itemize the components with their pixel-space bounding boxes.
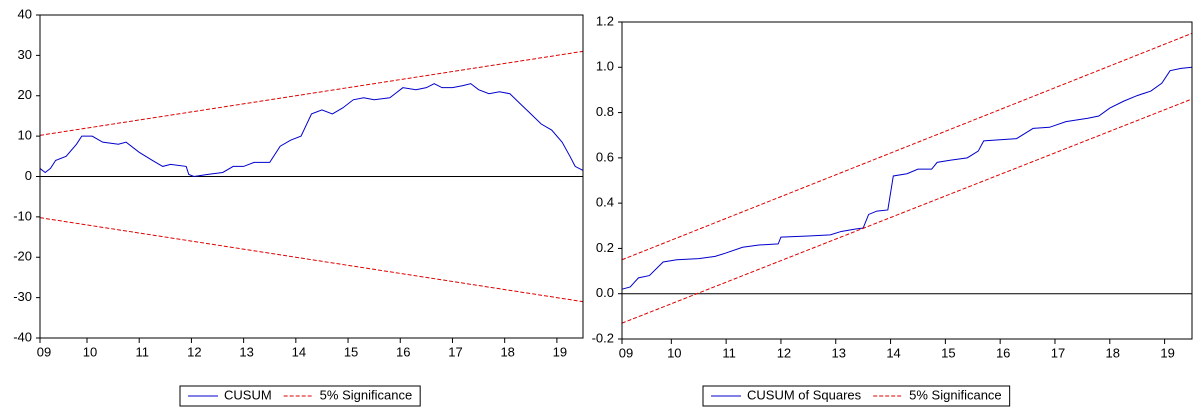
y-tick-label: 0.8 [596,104,614,119]
x-tick-label: 14 [292,344,306,359]
x-tick-label: 18 [500,344,514,359]
x-tick-label: 19 [1160,345,1174,360]
y-tick-label: 30 [18,47,32,62]
upper-band [621,32,1193,261]
x-tick-label: 15 [941,345,955,360]
x-tick-label: 11 [722,345,736,360]
y-tick-label: 20 [18,87,32,102]
x-tick-label: 13 [832,345,846,360]
y-tick-label: -30 [13,289,32,304]
x-tick-label: 11 [135,344,149,359]
y-tick-label: -0.2 [592,330,614,345]
x-tick-label: 16 [996,345,1010,360]
y-tick-label: 0.0 [596,285,614,300]
y-tick-label: 0 [25,168,32,183]
y-tick-label: 10 [18,128,32,143]
x-tick-label: 17 [1051,345,1065,360]
x-tick-label: 12 [777,345,791,360]
x-tick-label: 09 [37,344,51,359]
y-tick-label: 0.6 [596,149,614,164]
y-tick-label: -40 [13,329,32,344]
lower-band [39,217,584,303]
plot-frame [39,14,584,339]
legend-label: 5% Significance [909,387,1002,402]
x-tick-label: 12 [187,344,201,359]
x-tick-label: 13 [239,344,253,359]
x-tick-label: 10 [83,344,97,359]
y-tick-label: -10 [13,208,32,223]
series-line [39,83,584,178]
x-tick-label: 16 [396,344,410,359]
y-tick-label: 1.0 [596,59,614,74]
upper-band [39,50,584,136]
legend-box [702,385,1011,407]
y-tick-label: 40 [18,6,32,21]
x-tick-label: 18 [1106,345,1120,360]
legend-label: 5% Significance [320,387,413,402]
x-tick-label: 17 [448,344,462,359]
x-tick-label: 10 [667,345,681,360]
lower-band [621,98,1193,324]
y-tick-label: 0.2 [596,240,614,255]
x-tick-label: 09 [619,345,633,360]
series-line [621,66,1193,290]
y-tick-label: -20 [13,249,32,264]
x-tick-label: 15 [344,344,358,359]
x-tick-label: 19 [553,344,567,359]
legend-box [179,385,421,407]
legend-label: CUSUM of Squares [747,387,862,402]
y-tick-label: 0.4 [596,195,614,210]
plot-frame [621,21,1193,340]
y-tick-label: 1.2 [596,13,614,28]
legend-label: CUSUM [224,387,272,402]
x-tick-label: 14 [886,345,900,360]
